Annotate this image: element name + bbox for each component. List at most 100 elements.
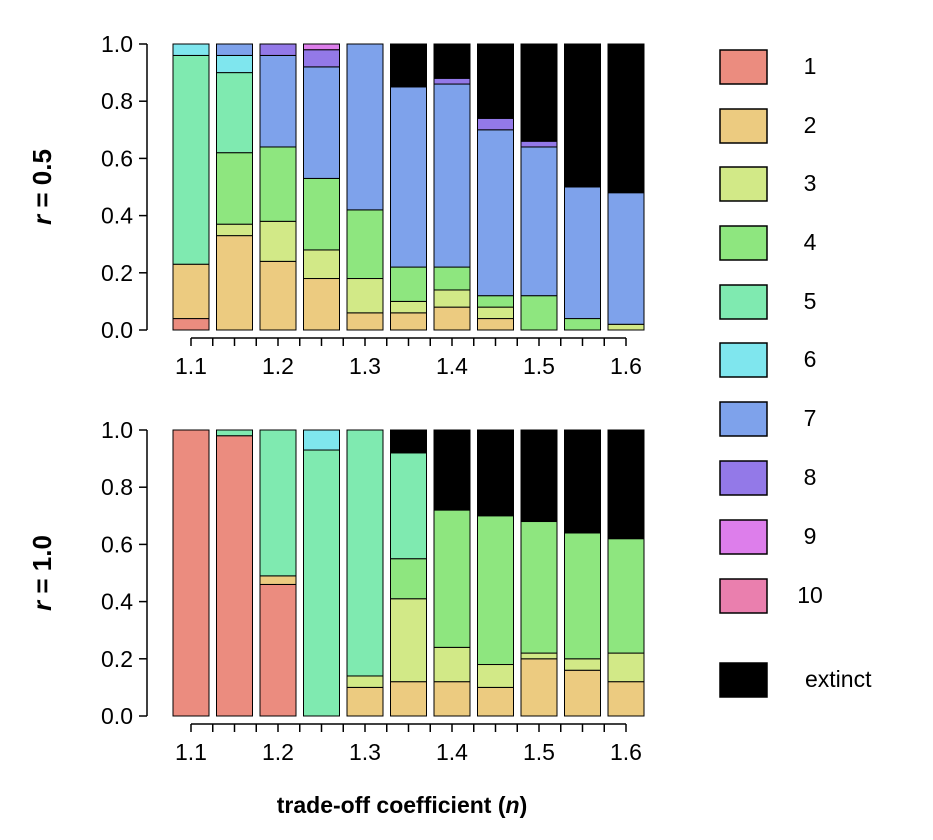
bar-segment-1 (172, 318, 210, 331)
legend-label-1: 1 (804, 53, 817, 79)
bar-segment-2 (303, 278, 340, 331)
legend-swatch-1 (719, 49, 768, 85)
bar-segment-3 (216, 223, 253, 237)
bar-segment-6 (216, 54, 253, 74)
bar-segment-3 (477, 306, 514, 320)
legend-swatch-8 (719, 460, 768, 496)
x-tick-label: 1.1 (175, 353, 207, 379)
bar-segment-2 (433, 681, 471, 717)
legend-swatch-4 (719, 225, 768, 261)
bar-segment-4 (477, 295, 514, 308)
legend-label-6: 6 (804, 346, 817, 372)
bar-segment-8 (303, 49, 340, 68)
bar-segment-extinct (433, 429, 471, 511)
legend-swatch-10 (719, 578, 768, 614)
legend: 1 2 3 4 5 6 7 8 9 10 extinct (719, 49, 872, 698)
bar-segment-4 (477, 515, 514, 666)
panel-bottom: 0.0 0.2 0.4 0.6 0.8 1.0 1.1 1.2 1.3 1.4 1.5 1.6 (101, 417, 645, 765)
legend-swatch-9 (719, 519, 768, 555)
bar-segment-7 (433, 83, 471, 268)
legend-swatch-extinct (719, 662, 768, 698)
legend-label-5: 5 (804, 288, 817, 314)
legend-swatch-6 (719, 342, 768, 378)
legend-label-7: 7 (804, 405, 817, 431)
bar-segment-5 (216, 72, 253, 154)
y-tick-label: 0.4 (101, 203, 133, 229)
legend-swatch-7 (719, 401, 768, 437)
bar-segment-7 (216, 43, 253, 56)
bar-segment-2 (564, 669, 601, 717)
x-tick-label: 1.6 (610, 353, 642, 379)
bar-segment-4 (520, 295, 558, 331)
bar-segment-5 (346, 429, 384, 677)
bar-segment-2 (607, 681, 645, 717)
bar-segment-2 (520, 658, 558, 717)
y-axis-title-top: r = 0.5 (27, 149, 57, 225)
bar-segment-5 (216, 429, 253, 437)
bar-segment-2 (346, 686, 384, 717)
y-tick-label: 1.0 (101, 31, 133, 57)
bar-segment-5 (259, 429, 297, 577)
bar-segment-3 (433, 646, 471, 683)
legend-label-8: 8 (804, 464, 817, 490)
bar-segment-3 (390, 300, 427, 314)
bar-segment-extinct (520, 429, 558, 523)
bar-segment-extinct (433, 43, 471, 79)
bar-segment-3 (390, 598, 427, 683)
legend-label-10: 10 (797, 582, 823, 608)
bar-segment-4 (433, 266, 471, 291)
y-tick-label: 0.6 (101, 531, 133, 557)
legend-label-extinct: extinct (805, 666, 872, 692)
x-tick-label: 1.2 (262, 739, 294, 765)
legend-label-2: 2 (804, 112, 817, 138)
bar-segment-2 (477, 686, 514, 717)
bar-segment-2 (477, 318, 514, 331)
bar-segment-7 (520, 146, 558, 297)
bar-segment-7 (303, 66, 340, 179)
x-tick-label: 1.3 (349, 739, 381, 765)
x-tick-label: 1.2 (262, 353, 294, 379)
legend-swatch-2 (719, 108, 768, 144)
bar-segment-7 (259, 54, 297, 148)
bar-segment-extinct (477, 429, 514, 517)
bar-segment-3 (303, 249, 340, 280)
y-tick-label: 0.4 (101, 589, 133, 615)
y-tick-label: 0.8 (101, 474, 133, 500)
bar-segment-extinct (607, 43, 645, 194)
bar-segment-5 (303, 449, 340, 717)
x-tick-label: 1.4 (436, 739, 468, 765)
y-tick-label: 0.8 (101, 88, 133, 114)
bar-segment-4 (216, 152, 253, 225)
bar-segment-extinct (520, 43, 558, 142)
bar-segment-3 (346, 278, 384, 314)
legend-label-3: 3 (804, 170, 817, 196)
bar-segment-extinct (390, 43, 427, 88)
bar-segment-2 (216, 235, 253, 331)
x-tick-label: 1.5 (523, 739, 555, 765)
y-tick-label: 1.0 (101, 417, 133, 443)
x-tick-label: 1.3 (349, 353, 381, 379)
bar-segment-7 (607, 192, 645, 325)
bar-segment-4 (259, 146, 297, 222)
y-tick-label: 0.2 (101, 260, 133, 286)
x-tick-label: 1.4 (436, 353, 468, 379)
bar-segment-extinct (564, 429, 601, 534)
bar-segment-5 (390, 452, 427, 560)
bar-segment-3 (607, 652, 645, 683)
bar-segment-2 (259, 260, 297, 331)
bar-segment-7 (346, 43, 384, 211)
bar-segment-7 (564, 186, 601, 320)
bar-segment-4 (564, 532, 601, 660)
y-tick-label: 0.2 (101, 646, 133, 672)
x-axis-title: trade-off coefficient (n) (277, 792, 527, 818)
bar-segment-4 (346, 209, 384, 280)
bar-segment-4 (564, 318, 601, 331)
bar-segment-1 (216, 435, 253, 717)
legend-swatch-3 (719, 166, 768, 202)
y-tick-label: 0.0 (101, 317, 133, 343)
bar-segment-1 (172, 429, 210, 717)
bar-segment-7 (390, 86, 427, 268)
legend-label-9: 9 (804, 523, 817, 549)
bar-segment-4 (607, 538, 645, 654)
